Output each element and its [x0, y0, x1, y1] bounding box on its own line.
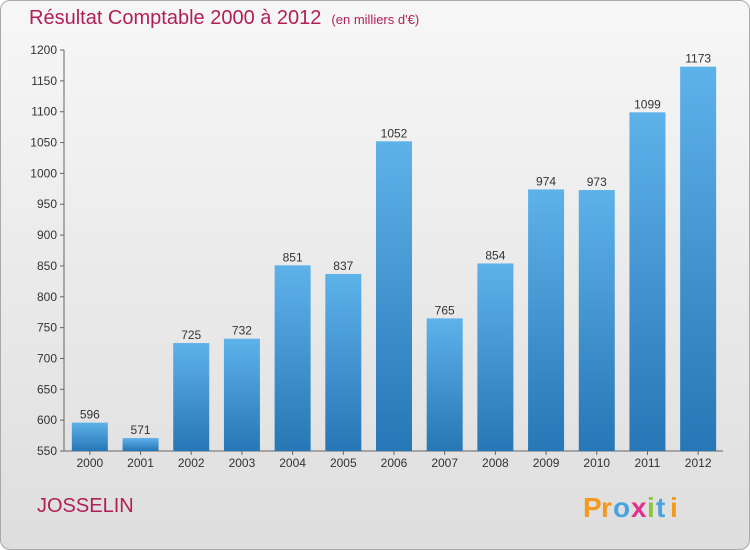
y-tick-label: 1200	[30, 43, 57, 57]
bar-value-label: 973	[587, 175, 607, 189]
bar-2009	[528, 189, 565, 451]
chart-title-text: Résultat Comptable 2000 à 2012	[29, 7, 322, 29]
x-tick-label: 2009	[533, 456, 560, 470]
svg-text:i: i	[647, 492, 655, 523]
x-tick-label: 2008	[482, 456, 509, 470]
bar-value-label: 851	[283, 250, 303, 264]
bar-value-label: 725	[181, 328, 201, 342]
y-tick-label: 1100	[31, 105, 57, 119]
chart-subtitle: (en milliers d'€)	[331, 12, 420, 27]
bar-2011	[629, 112, 666, 451]
x-tick-label: 2005	[330, 456, 357, 470]
bar-2006	[376, 141, 412, 451]
y-tick-label: 950	[37, 197, 57, 211]
bar-2001	[122, 438, 159, 451]
data-labels: 596 571 725 732 851 837 1052 765 854 974 973 1099 11…	[80, 52, 712, 437]
y-tick-label: 900	[37, 228, 57, 242]
y-tick-label: 850	[37, 259, 57, 273]
bar-2012	[680, 66, 717, 451]
bar-2005	[325, 273, 362, 451]
svg-text:t: t	[656, 492, 665, 523]
y-tick-label: 700	[37, 351, 57, 365]
svg-text:r: r	[601, 492, 612, 523]
bar-value-label: 765	[435, 303, 455, 317]
bar-value-label: 571	[131, 423, 151, 437]
bar-value-label: 1099	[634, 97, 661, 111]
svg-text:P: P	[583, 492, 602, 523]
x-tick-label: 2001	[127, 456, 154, 470]
bar-value-label: 837	[333, 259, 353, 273]
bar-2000	[71, 422, 108, 451]
bar-value-label: 1052	[381, 126, 408, 140]
x-tick-label: 2000	[76, 456, 103, 470]
y-tick-label: 550	[37, 444, 57, 458]
bar-value-label: 732	[232, 324, 252, 338]
x-tick-label: 2012	[685, 456, 712, 470]
bar-value-label: 974	[536, 174, 556, 188]
y-tick-label: 650	[37, 382, 57, 396]
location-name: JOSSELIN	[37, 495, 134, 517]
bar-value-label: 854	[485, 248, 505, 262]
bars	[71, 66, 717, 451]
x-tick-label: 2006	[381, 456, 408, 470]
x-tick-label: 2007	[431, 456, 458, 470]
bar-value-label: 1173	[685, 52, 711, 66]
logo-mark: P r o x i t i	[583, 492, 678, 523]
y-tick-label: 1050	[30, 136, 57, 150]
x-tick-label: 2010	[583, 456, 610, 470]
bar-2004	[274, 265, 311, 451]
y-tick-label: 1150	[31, 74, 57, 88]
y-tick-label: 600	[37, 413, 57, 427]
bar-2003	[223, 338, 260, 451]
chart-title: Résultat Comptable 2000 à 2012 (en millie…	[29, 7, 419, 30]
svg-text:x: x	[631, 492, 647, 523]
y-tick-label: 750	[37, 321, 57, 335]
x-tick-label: 2003	[229, 456, 256, 470]
bar-value-label: 596	[80, 408, 100, 422]
bar-2010	[578, 190, 615, 451]
bar-2008	[477, 263, 514, 451]
x-tick-label: 2004	[279, 456, 306, 470]
x-tick-label: 2011	[635, 456, 661, 470]
x-tick-label: 2002	[178, 456, 205, 470]
proxiti-logo: P r o x i t i	[583, 487, 693, 527]
bar-2002	[173, 343, 210, 451]
svg-text:i: i	[670, 492, 678, 523]
svg-text:o: o	[613, 492, 630, 523]
bar-2007	[426, 318, 463, 451]
y-tick-label: 800	[37, 290, 57, 304]
y-tick-label: 1000	[30, 166, 57, 180]
